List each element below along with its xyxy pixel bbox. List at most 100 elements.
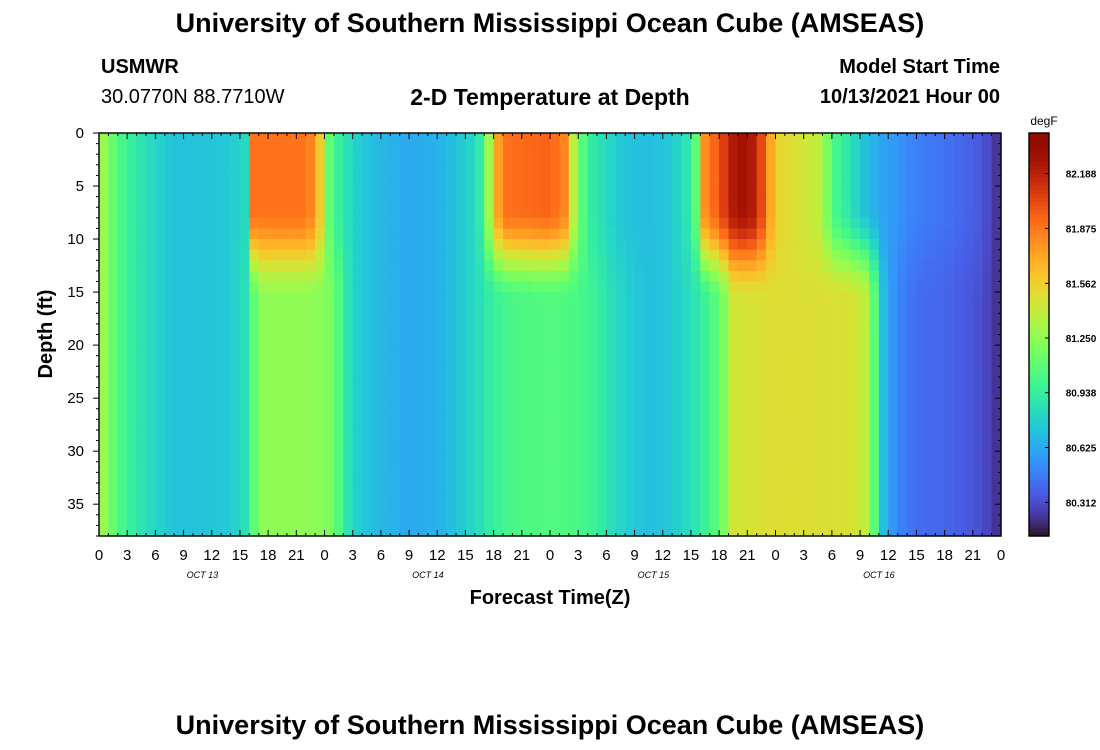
heatmap-cell bbox=[972, 376, 983, 389]
heatmap-cell bbox=[239, 387, 250, 399]
heatmap-cell bbox=[503, 186, 514, 198]
heatmap-cell bbox=[99, 525, 109, 537]
heatmap-cell bbox=[268, 461, 279, 473]
heatmap-cell bbox=[615, 323, 626, 336]
heatmap-cell bbox=[136, 493, 147, 505]
heatmap-cell bbox=[700, 186, 711, 198]
heatmap-cell bbox=[813, 292, 824, 304]
heatmap-cell bbox=[192, 154, 203, 166]
heatmap-cell bbox=[145, 164, 156, 177]
heatmap-cell bbox=[437, 175, 448, 187]
heatmap-cell bbox=[606, 366, 617, 378]
heatmap-cell bbox=[634, 239, 645, 251]
heatmap-cell bbox=[221, 323, 232, 336]
heatmap-cell bbox=[916, 164, 927, 177]
heatmap-cell bbox=[935, 164, 946, 177]
heatmap-cell bbox=[775, 217, 786, 230]
heatmap-cell bbox=[662, 228, 673, 240]
heatmap-cell bbox=[728, 270, 739, 283]
heatmap-cell bbox=[474, 281, 485, 293]
heatmap-cell bbox=[484, 270, 495, 283]
heatmap-cell bbox=[155, 143, 166, 155]
heatmap-cell bbox=[888, 387, 899, 399]
x-tick-label: 6 bbox=[602, 547, 610, 564]
heatmap-cell bbox=[625, 196, 636, 208]
heatmap-cell bbox=[794, 355, 805, 367]
colorbar-swatch bbox=[1029, 431, 1049, 436]
heatmap-cell bbox=[907, 398, 918, 410]
heatmap-cell bbox=[963, 154, 974, 166]
heatmap-cell bbox=[850, 260, 861, 272]
heatmap-cell bbox=[775, 239, 786, 251]
heatmap-cell bbox=[935, 154, 946, 166]
heatmap-cell bbox=[343, 302, 354, 314]
heatmap-cell bbox=[766, 323, 777, 336]
heatmap-cell bbox=[493, 292, 504, 304]
heatmap-cell bbox=[596, 260, 607, 272]
heatmap-cell bbox=[136, 440, 147, 452]
heatmap-cell bbox=[296, 419, 307, 431]
heatmap-cell bbox=[277, 260, 288, 272]
heatmap-cell bbox=[559, 302, 570, 314]
heatmap-cell bbox=[164, 143, 175, 155]
heatmap-cell bbox=[239, 493, 250, 505]
heatmap-cell bbox=[944, 472, 955, 484]
heatmap-cell bbox=[521, 186, 532, 198]
heatmap-cell bbox=[108, 196, 119, 208]
heatmap-cell bbox=[850, 270, 861, 283]
heatmap-cell bbox=[559, 461, 570, 473]
heatmap-cell bbox=[756, 133, 767, 145]
heatmap-cell bbox=[503, 249, 514, 261]
heatmap-cell bbox=[258, 323, 269, 336]
heatmap-cell bbox=[540, 355, 551, 367]
heatmap-cell bbox=[286, 217, 297, 230]
heatmap-cell bbox=[643, 164, 654, 177]
heatmap-cell bbox=[136, 419, 147, 431]
heatmap-cell bbox=[643, 323, 654, 336]
heatmap-cell bbox=[380, 398, 391, 410]
heatmap-cell bbox=[221, 270, 232, 283]
heatmap-cell bbox=[117, 376, 128, 389]
heatmap-cell bbox=[503, 323, 514, 336]
heatmap-cell bbox=[362, 143, 373, 155]
heatmap-cell bbox=[540, 345, 551, 357]
heatmap-cell bbox=[766, 376, 777, 389]
heatmap-cell bbox=[690, 376, 701, 389]
heatmap-cell bbox=[681, 514, 692, 526]
heatmap-cell bbox=[615, 366, 626, 378]
heatmap-cell bbox=[550, 345, 560, 357]
heatmap-cell bbox=[211, 175, 222, 187]
heatmap-cell bbox=[850, 408, 861, 420]
heatmap-cell bbox=[268, 313, 279, 325]
heatmap-cell bbox=[99, 429, 109, 442]
heatmap-cell bbox=[982, 408, 993, 420]
heatmap-cell bbox=[794, 260, 805, 272]
heatmap-cell bbox=[803, 292, 814, 304]
heatmap-cell bbox=[174, 207, 185, 219]
heatmap-cell bbox=[888, 154, 899, 166]
heatmap-cell bbox=[352, 228, 363, 240]
heatmap-cell bbox=[606, 175, 617, 187]
heatmap-cell bbox=[277, 281, 288, 293]
heatmap-cell bbox=[362, 366, 373, 378]
colorbar-swatch bbox=[1029, 459, 1049, 465]
heatmap-cell bbox=[728, 387, 739, 399]
heatmap-cell bbox=[737, 175, 748, 187]
heatmap-cell bbox=[399, 270, 410, 283]
heatmap-cell bbox=[512, 482, 523, 495]
heatmap-cell bbox=[578, 164, 589, 177]
heatmap-cell bbox=[737, 440, 748, 452]
heatmap-cell bbox=[737, 408, 748, 420]
heatmap-cell bbox=[380, 228, 391, 240]
heatmap-cell bbox=[484, 154, 495, 166]
heatmap-cell bbox=[925, 217, 936, 230]
heatmap-cell bbox=[550, 323, 560, 336]
heatmap-cell bbox=[869, 408, 880, 420]
heatmap-cell bbox=[315, 493, 326, 505]
heatmap-cell bbox=[164, 133, 175, 145]
heatmap-cell bbox=[831, 334, 842, 346]
heatmap-cell bbox=[972, 270, 983, 283]
heatmap-cell bbox=[493, 313, 504, 325]
heatmap-cell bbox=[869, 239, 880, 251]
heatmap-cell bbox=[606, 249, 617, 261]
